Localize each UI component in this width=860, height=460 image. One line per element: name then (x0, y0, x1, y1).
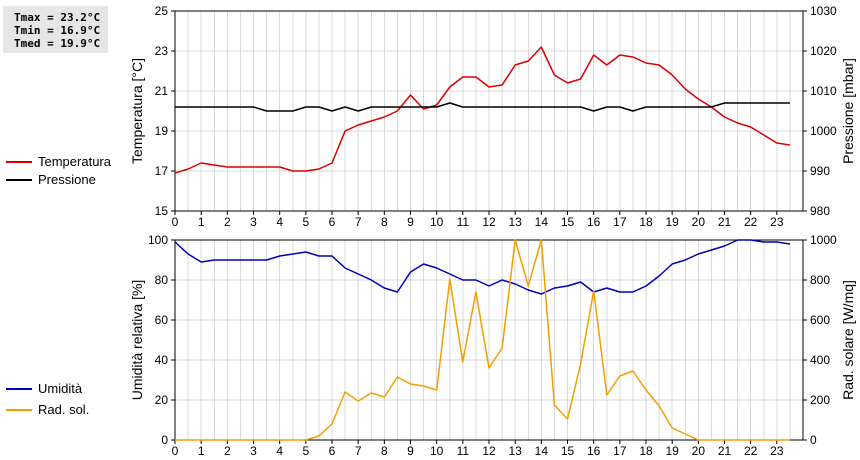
x-tick-label: 13 (508, 215, 522, 229)
y-tick-label-left: 19 (155, 124, 169, 138)
series-line-temperatura (175, 46, 791, 174)
x-tick-label: 5 (302, 215, 309, 229)
x-tick-label: 11 (457, 215, 470, 229)
y-tick-label-left: 20 (155, 393, 169, 407)
x-tick-label: 3 (250, 215, 257, 229)
x-tick-label: 22 (744, 444, 758, 458)
x-tick-label: 23 (770, 215, 784, 229)
y-tick-label-left: 23 (155, 44, 169, 58)
legend-label-umidita: Umidità (38, 381, 83, 396)
x-tick-label: 13 (508, 444, 522, 458)
x-tick-label: 9 (407, 444, 414, 458)
legend-swatch-umidita (6, 388, 32, 390)
series-line-rad-sol (175, 239, 790, 441)
legend-umidita: Umidità (6, 381, 166, 397)
legend-swatch-temperatura (6, 161, 32, 163)
x-tick-label: 2 (224, 215, 231, 229)
x-tick-label: 11 (457, 444, 470, 458)
legend-rad-sol: Rad. sol. (6, 402, 166, 418)
legend-pressione: Pressione (6, 172, 166, 188)
x-tick-label: 4 (276, 444, 283, 458)
x-tick-label: 8 (381, 215, 388, 229)
series-line-umidit (175, 239, 791, 295)
y-tick-label-right: 980 (810, 204, 830, 218)
y-tick-label-right: 1010 (810, 84, 837, 98)
y-tick-label-right: 800 (810, 273, 830, 287)
x-tick-label: 16 (587, 444, 601, 458)
stats-box: Tmax = 23.2°C Tmin = 16.9°C Tmed = 19.9°… (3, 6, 108, 53)
y-tick-label-right: 990 (810, 164, 830, 178)
x-tick-label: 23 (770, 444, 784, 458)
y-tick-label-right: 1000 (810, 124, 837, 138)
x-tick-label: 17 (613, 215, 627, 229)
x-tick-label: 7 (355, 215, 362, 229)
y-tick-label-left: 25 (155, 4, 169, 18)
y-tick-label-right: 1020 (810, 44, 837, 58)
x-tick-label: 14 (535, 215, 549, 229)
legend-label-rad-sol: Rad. sol. (38, 402, 90, 417)
x-tick-label: 4 (276, 215, 283, 229)
x-tick-label: 10 (430, 215, 444, 229)
y-axis-title-right: Pressione [mbar] (840, 58, 856, 164)
y-tick-label-right: 1030 (810, 4, 837, 18)
x-tick-label: 5 (302, 444, 309, 458)
x-tick-label: 10 (430, 444, 444, 458)
x-tick-label: 1 (198, 215, 205, 229)
y-tick-label-left: 80 (155, 273, 169, 287)
x-tick-label: 6 (329, 215, 336, 229)
x-tick-label: 15 (561, 444, 575, 458)
chart-panel-2: 0 1 2 3 4 5 6 7 8 9 10 11 12 13 14 15 16 17 18 19 20 21 22 2302… (129, 233, 856, 458)
x-tick-label: 20 (692, 215, 706, 229)
y-tick-label-left: 17 (155, 164, 169, 178)
y-tick-label-left: 100 (148, 233, 168, 247)
y-tick-label-left: 0 (161, 433, 168, 447)
x-tick-label: 2 (224, 444, 231, 458)
tmin-label: Tmin = 16.9°C (14, 24, 101, 37)
x-tick-label: 15 (561, 215, 575, 229)
y-tick-label-right: 600 (810, 313, 830, 327)
x-tick-label: 9 (407, 215, 414, 229)
x-tick-label: 12 (482, 444, 496, 458)
x-tick-label: 3 (250, 444, 257, 458)
x-tick-label: 19 (665, 215, 679, 229)
x-tick-label: 7 (355, 444, 362, 458)
y-tick-label-right: 1000 (810, 233, 837, 247)
x-tick-label: 8 (381, 444, 388, 458)
legend-swatch-rad-sol (6, 409, 32, 411)
y-tick-label-left: 40 (155, 353, 169, 367)
y-tick-label-right: 400 (810, 353, 830, 367)
y-axis-title-left: Umidità relativa [%] (129, 280, 145, 401)
tmed-label: Tmed = 19.9°C (14, 37, 101, 50)
series-line-pressione (175, 102, 790, 112)
y-axis-title-left: Temperatura [°C] (129, 58, 145, 164)
x-tick-label: 19 (665, 444, 679, 458)
y-axis-title-right: Rad. solare [W/mq] (840, 280, 856, 400)
y-tick-label-left: 15 (155, 204, 169, 218)
legend-label-pressione: Pressione (38, 172, 96, 187)
x-tick-label: 0 (172, 444, 179, 458)
x-tick-label: 0 (172, 215, 179, 229)
y-tick-label-left: 60 (155, 313, 169, 327)
y-tick-label-right: 200 (810, 393, 830, 407)
x-tick-label: 17 (613, 444, 627, 458)
tmax-label: Tmax = 23.2°C (14, 11, 101, 24)
x-tick-label: 18 (639, 444, 653, 458)
x-tick-label: 22 (744, 215, 758, 229)
legend-label-temperatura: Temperatura (38, 154, 111, 169)
x-tick-label: 16 (587, 215, 601, 229)
x-tick-label: 1 (198, 444, 205, 458)
chart-panel-1: 0 1 2 3 4 5 6 7 8 9 10 11 12 13 14 15 16 17 18 19 20 21 22 2315… (129, 4, 856, 229)
x-tick-label: 21 (718, 444, 732, 458)
x-tick-label: 18 (639, 215, 653, 229)
y-tick-label-left: 21 (155, 84, 169, 98)
x-tick-label: 12 (482, 215, 496, 229)
x-tick-label: 6 (329, 444, 336, 458)
x-tick-label: 14 (535, 444, 549, 458)
y-tick-label-right: 0 (810, 433, 817, 447)
legend-swatch-pressione (6, 179, 32, 181)
x-tick-label: 21 (718, 215, 732, 229)
x-tick-label: 20 (692, 444, 706, 458)
legend-temperatura: Temperatura (6, 154, 166, 170)
